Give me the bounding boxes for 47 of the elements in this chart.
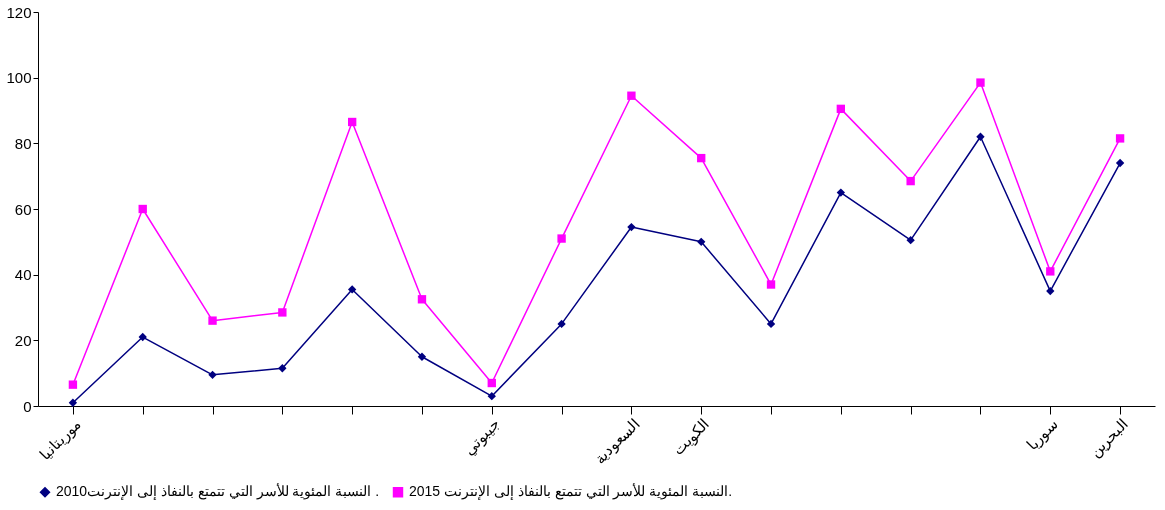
point bbox=[417, 295, 427, 304]
y-tick-label: 40 bbox=[14, 266, 32, 284]
x-tick-label: السعودية bbox=[590, 415, 644, 468]
y-tick-label: 100 bbox=[6, 69, 32, 87]
legend-label: النسبة المئوية للأسر التي تتمتع بالنفاذ إلى الإنترنت2010 . bbox=[56, 482, 380, 501]
point bbox=[138, 204, 147, 214]
y-tick-label: 80 bbox=[14, 134, 32, 152]
point bbox=[976, 132, 985, 141]
point bbox=[976, 78, 985, 87]
x-tick-label: الكويت bbox=[669, 415, 714, 459]
y-tick-label: 60 bbox=[14, 200, 32, 218]
point bbox=[836, 104, 846, 114]
point bbox=[1046, 286, 1055, 296]
y-tick-label: 120 bbox=[6, 3, 32, 21]
point bbox=[347, 117, 357, 127]
point bbox=[557, 319, 566, 329]
legend-label: النسبة المئوية للأسر التي تتمتع بالنفاذ إلى الإنترنت 2015. bbox=[409, 482, 733, 501]
x-tick-label: جيبوتي bbox=[459, 415, 504, 459]
point bbox=[697, 237, 706, 247]
x-tick-label: البحرين bbox=[1085, 415, 1132, 462]
point bbox=[487, 378, 496, 388]
x-tick-label: موريتانيا bbox=[35, 415, 85, 464]
y-tick-label: 0 bbox=[23, 397, 32, 415]
point bbox=[766, 319, 776, 329]
point bbox=[1115, 158, 1125, 168]
point bbox=[278, 308, 287, 317]
point bbox=[487, 391, 496, 401]
point bbox=[208, 370, 217, 379]
point bbox=[278, 364, 287, 373]
y-tick-label: 20 bbox=[14, 331, 32, 349]
point bbox=[138, 332, 147, 342]
point bbox=[627, 91, 636, 100]
point bbox=[906, 176, 915, 186]
point bbox=[208, 316, 217, 325]
point bbox=[1046, 267, 1055, 276]
point bbox=[627, 222, 636, 232]
point bbox=[836, 188, 846, 197]
point bbox=[68, 398, 78, 407]
point bbox=[766, 280, 776, 289]
point bbox=[557, 234, 566, 243]
point bbox=[417, 352, 427, 361]
point bbox=[697, 153, 706, 163]
point bbox=[68, 380, 78, 389]
x-tick-label: سوريا bbox=[1023, 415, 1063, 454]
point bbox=[906, 236, 915, 245]
point bbox=[1115, 134, 1125, 143]
point bbox=[347, 285, 357, 294]
